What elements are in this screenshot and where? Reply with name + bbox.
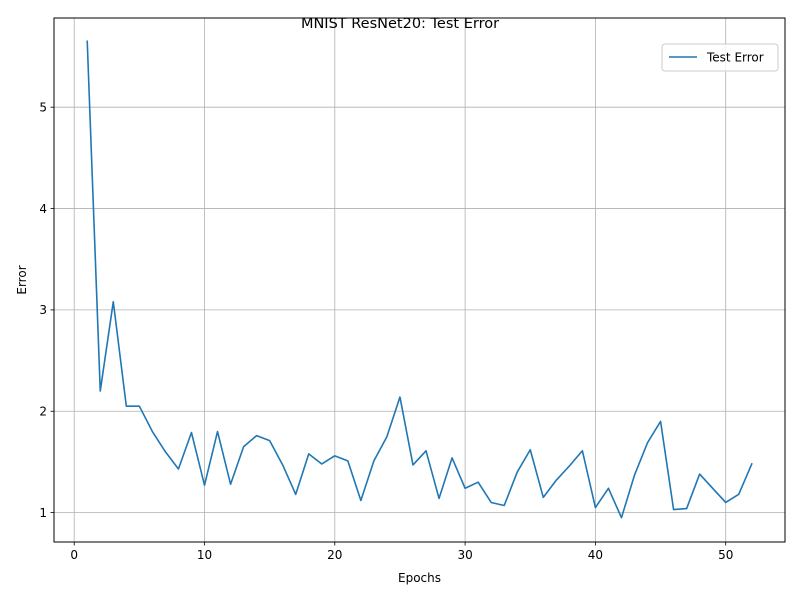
data-point [556, 480, 557, 481]
data-point [191, 432, 192, 433]
series-line-test-error [86, 40, 753, 519]
y-tick-label: 2 [39, 405, 47, 419]
data-point [634, 475, 635, 476]
data-point [321, 463, 322, 464]
data-point [517, 471, 518, 472]
data-point [152, 431, 153, 432]
data-point [178, 468, 179, 469]
data-point [425, 450, 426, 451]
x-tick-label: 0 [70, 548, 78, 562]
data-point [660, 421, 661, 422]
x-tick-label: 10 [197, 548, 212, 562]
data-point [673, 509, 674, 510]
chart-title: MNIST ResNet20: Test Error [301, 16, 499, 32]
data-point [595, 507, 596, 508]
data-point [530, 449, 531, 450]
legend-label: Test Error [706, 51, 764, 65]
data-point [725, 502, 726, 503]
data-point [100, 390, 101, 391]
data-point [504, 505, 505, 506]
data-point [373, 460, 374, 461]
data-point [478, 482, 479, 483]
legend-box [661, 43, 779, 72]
data-point [217, 431, 218, 432]
data-point [126, 406, 127, 407]
x-tick-label: 20 [327, 548, 342, 562]
data-point [360, 500, 361, 501]
data-point [139, 406, 140, 407]
data-point [751, 463, 752, 464]
data-point [113, 301, 114, 302]
series-layer [86, 40, 753, 519]
data-point [412, 464, 413, 465]
grid-lines [54, 18, 785, 542]
plot-frame [53, 17, 786, 543]
data-point [230, 484, 231, 485]
data-point [386, 436, 387, 437]
x-axis-ticks: 0 10 20 30 40 50 [70, 542, 733, 562]
data-point [543, 497, 544, 498]
legend: Test Error [661, 43, 779, 72]
data-point [647, 442, 648, 443]
data-point [582, 450, 583, 451]
data-point [243, 446, 244, 447]
data-point [491, 502, 492, 503]
data-point [451, 457, 452, 458]
y-tick-label: 1 [39, 506, 47, 520]
data-point [256, 435, 257, 436]
data-point [438, 498, 439, 499]
data-point [738, 494, 739, 495]
data-point [399, 396, 400, 397]
data-point [204, 485, 205, 486]
data-point [569, 465, 570, 466]
x-tick-label: 40 [588, 548, 603, 562]
y-axis-ticks: 1 2 3 4 5 [39, 100, 54, 520]
data-point [334, 455, 335, 456]
data-point [269, 440, 270, 441]
data-point [308, 453, 309, 454]
data-point [712, 488, 713, 489]
data-point [165, 451, 166, 452]
data-point [347, 460, 348, 461]
data-point [686, 508, 687, 509]
data-point [621, 517, 622, 518]
x-axis-label: Epochs [398, 571, 441, 585]
data-point [465, 488, 466, 489]
y-tick-label: 4 [39, 202, 47, 216]
data-point [295, 494, 296, 495]
x-tick-label: 30 [457, 548, 472, 562]
data-point [608, 488, 609, 489]
data-point [282, 464, 283, 465]
y-tick-label: 3 [39, 303, 47, 317]
x-tick-label: 50 [718, 548, 733, 562]
y-axis-label: Error [15, 265, 29, 294]
data-point [699, 473, 700, 474]
y-tick-label: 5 [39, 100, 47, 114]
data-point [87, 41, 88, 42]
